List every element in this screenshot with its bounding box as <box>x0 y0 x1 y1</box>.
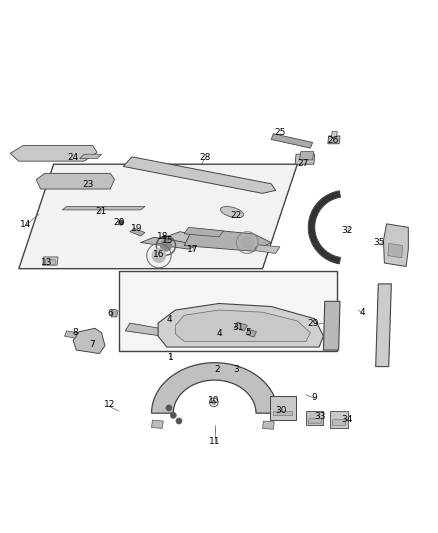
Polygon shape <box>295 154 315 164</box>
Polygon shape <box>64 331 77 338</box>
Polygon shape <box>388 244 403 258</box>
Text: 33: 33 <box>314 412 326 421</box>
Text: 4: 4 <box>216 329 222 338</box>
Text: 27: 27 <box>297 159 308 168</box>
Text: 11: 11 <box>209 438 220 447</box>
Polygon shape <box>246 329 256 337</box>
Text: 10: 10 <box>208 397 219 406</box>
Text: 18: 18 <box>157 232 168 241</box>
Circle shape <box>118 220 124 225</box>
Text: 23: 23 <box>83 180 94 189</box>
Polygon shape <box>141 237 201 249</box>
Circle shape <box>241 236 254 249</box>
Polygon shape <box>331 132 337 137</box>
Text: 35: 35 <box>374 238 385 247</box>
Polygon shape <box>43 257 58 265</box>
Polygon shape <box>234 322 247 331</box>
Polygon shape <box>323 301 340 350</box>
Polygon shape <box>254 245 280 254</box>
Text: 1: 1 <box>168 353 174 362</box>
Text: 9: 9 <box>312 393 318 401</box>
Polygon shape <box>158 303 323 347</box>
Polygon shape <box>152 363 278 413</box>
Text: 4: 4 <box>166 315 172 324</box>
Polygon shape <box>130 228 145 236</box>
Polygon shape <box>273 411 292 415</box>
Text: 3: 3 <box>233 365 239 374</box>
Polygon shape <box>328 136 340 144</box>
Polygon shape <box>262 421 274 429</box>
Text: 22: 22 <box>230 211 241 220</box>
Polygon shape <box>73 328 105 353</box>
Polygon shape <box>19 164 297 269</box>
Text: 2: 2 <box>214 365 219 374</box>
Text: 26: 26 <box>328 136 339 145</box>
Polygon shape <box>176 310 311 341</box>
Polygon shape <box>125 323 167 336</box>
Text: 13: 13 <box>40 257 52 266</box>
Bar <box>45 259 55 264</box>
Text: 12: 12 <box>104 400 115 409</box>
Text: 6: 6 <box>107 309 113 318</box>
Circle shape <box>176 418 182 424</box>
Text: 19: 19 <box>131 224 142 233</box>
Bar <box>306 411 323 425</box>
Text: 4: 4 <box>360 308 365 317</box>
Circle shape <box>152 249 166 263</box>
Circle shape <box>166 405 172 411</box>
Text: 5: 5 <box>245 328 251 337</box>
Circle shape <box>160 240 172 251</box>
Polygon shape <box>384 224 408 266</box>
Polygon shape <box>271 134 313 148</box>
Text: 25: 25 <box>274 128 286 137</box>
Circle shape <box>212 400 216 405</box>
Text: 24: 24 <box>67 153 79 162</box>
Polygon shape <box>376 284 391 367</box>
Text: 32: 32 <box>342 227 353 235</box>
Text: 20: 20 <box>113 219 124 228</box>
Ellipse shape <box>220 206 244 217</box>
Text: 16: 16 <box>153 251 165 259</box>
Polygon shape <box>62 206 145 210</box>
Polygon shape <box>111 309 118 317</box>
Bar <box>119 271 336 351</box>
Text: 34: 34 <box>341 415 352 424</box>
Text: 29: 29 <box>308 319 319 328</box>
Polygon shape <box>308 191 340 264</box>
Polygon shape <box>300 151 314 160</box>
Text: 7: 7 <box>89 340 95 349</box>
Text: 17: 17 <box>187 245 199 254</box>
Polygon shape <box>184 228 223 237</box>
Polygon shape <box>162 232 219 246</box>
Bar <box>270 396 296 419</box>
Polygon shape <box>36 173 115 189</box>
Circle shape <box>170 413 177 418</box>
Text: 21: 21 <box>95 207 106 216</box>
Bar <box>330 411 348 429</box>
Text: 30: 30 <box>276 407 287 416</box>
Text: 31: 31 <box>232 323 244 332</box>
Polygon shape <box>152 420 163 429</box>
Polygon shape <box>123 157 276 193</box>
Text: 14: 14 <box>20 220 31 229</box>
Text: 28: 28 <box>199 153 210 162</box>
Polygon shape <box>308 419 322 423</box>
Polygon shape <box>332 419 346 425</box>
Polygon shape <box>184 228 271 251</box>
Text: 8: 8 <box>73 328 78 337</box>
Text: 15: 15 <box>162 236 173 245</box>
Polygon shape <box>80 154 102 158</box>
Polygon shape <box>10 146 97 161</box>
